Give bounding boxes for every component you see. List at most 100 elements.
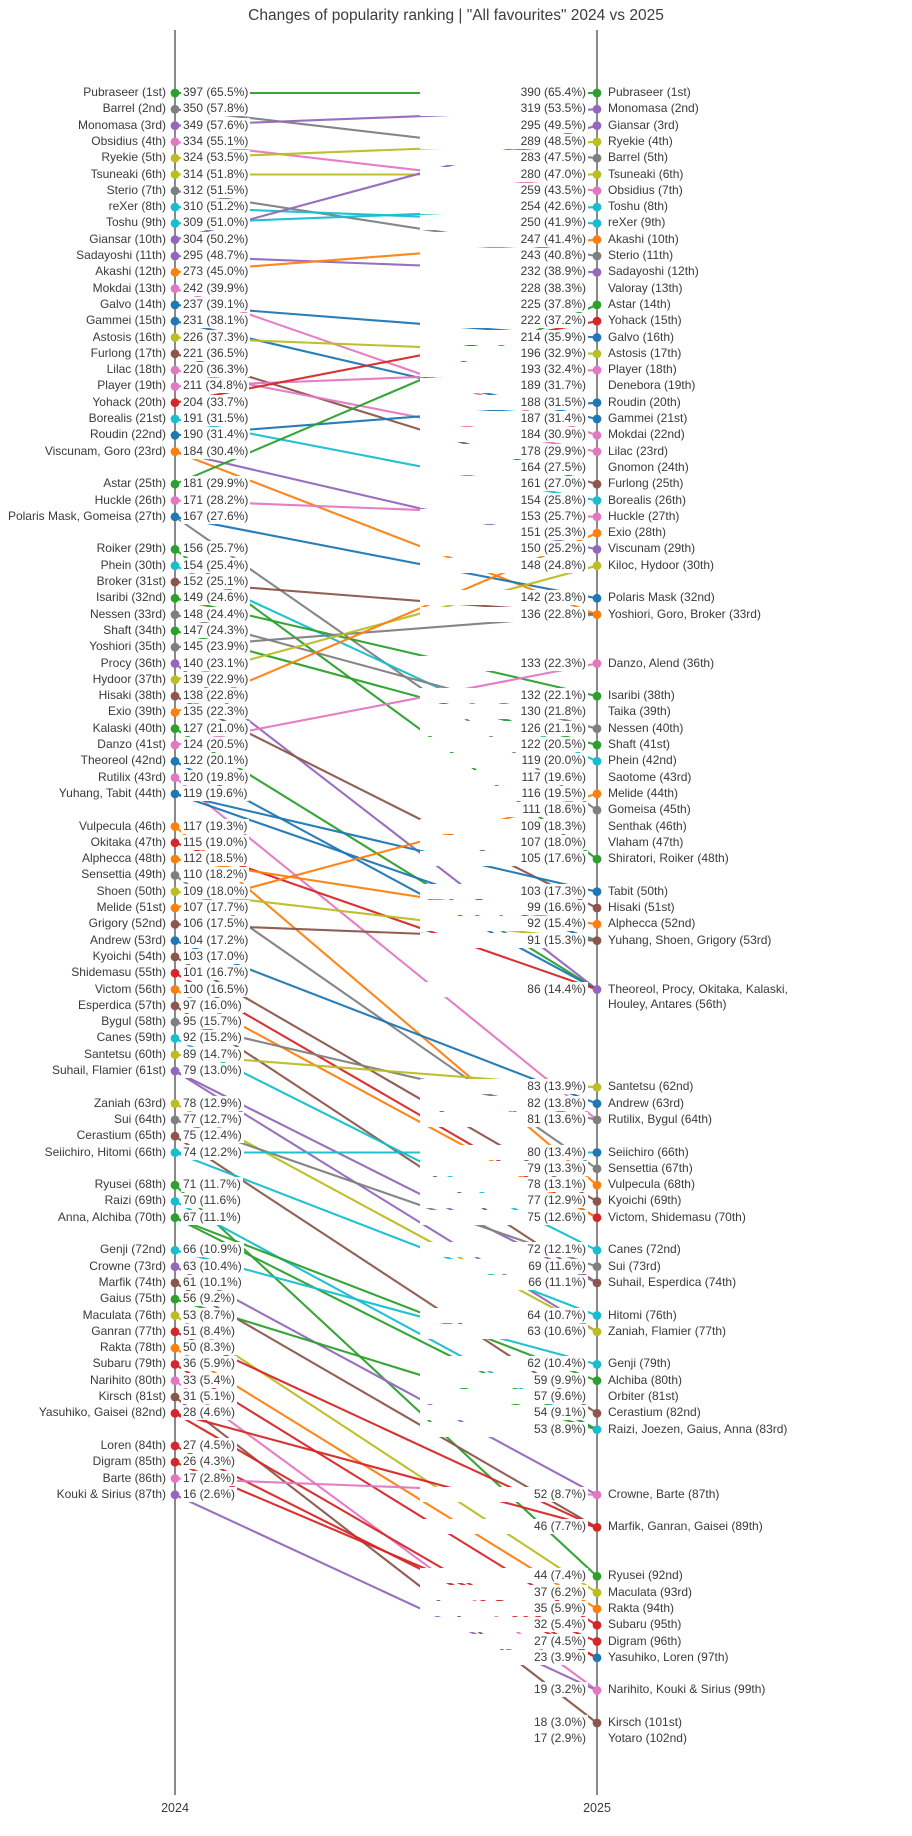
right-name-label: Shiratori, Roiker (48th)	[606, 851, 796, 867]
right-name-label: Tabit (50th)	[606, 883, 796, 899]
left-dot	[170, 1294, 180, 1304]
right-value-label: 79 (13.3%)	[420, 1160, 588, 1176]
left-name-label: Crowne (73rd)	[0, 1258, 168, 1274]
right-dot	[592, 561, 602, 571]
right-value-label: 259 (43.5%)	[420, 182, 588, 198]
left-dot	[170, 968, 180, 978]
right-value-label: 283 (47.5%)	[420, 150, 588, 166]
left-dot	[170, 1180, 180, 1190]
left-name-label: Loren (84th)	[0, 1437, 168, 1453]
right-dot	[592, 1082, 602, 1092]
right-value-label: 27 (4.5%)	[420, 1633, 588, 1649]
left-value-label: 75 (12.4%)	[181, 1128, 244, 1144]
right-value-label: 319 (53.5%)	[420, 101, 588, 117]
left-dot	[170, 919, 180, 929]
left-value-label: 204 (33.7%)	[181, 394, 251, 410]
right-dot	[592, 170, 602, 179]
left-dot	[170, 789, 180, 799]
left-name-label: Theoreol (42nd)	[0, 753, 168, 769]
left-name-label: Yuhang, Tabit (44th)	[0, 785, 168, 801]
right-dot	[592, 1588, 602, 1597]
left-dot	[170, 1034, 180, 1043]
left-name-label: Kyoichi (54th)	[0, 948, 168, 964]
left-value-label: 92 (15.2%)	[181, 1030, 244, 1046]
right-value-label: 153 (25.7%)	[420, 508, 588, 524]
right-value-label: 35 (5.9%)	[420, 1600, 588, 1616]
left-name-label: Obsidius (4th)	[0, 133, 168, 149]
right-value-label: 222 (37.2%)	[420, 313, 588, 329]
left-value-label: 17 (2.8%)	[181, 1470, 238, 1486]
left-name-label: Phein (30th)	[0, 557, 168, 573]
right-name-label: Melide (44th)	[606, 785, 796, 801]
right-name-label: Viscunam (29th)	[606, 541, 796, 557]
right-value-label: 117 (19.6%)	[420, 769, 588, 785]
left-name-label: Raizi (69th)	[0, 1193, 168, 1209]
left-value-label: 74 (12.2%)	[181, 1144, 244, 1160]
left-dot	[170, 1490, 180, 1500]
left-value-label: 117 (19.3%)	[181, 818, 250, 834]
slope-line	[174, 108, 598, 160]
left-name-label: Suhail, Flamier (61st)	[0, 1063, 168, 1078]
right-name-label: Raizi, Joezen, Gaius, Anna (83rd)	[606, 1421, 796, 1437]
left-value-label: 110 (18.2%)	[181, 867, 250, 883]
left-name-label: Kalaski (40th)	[0, 720, 168, 736]
right-dot	[592, 1523, 602, 1532]
left-name-label: Lilac (18th)	[0, 362, 168, 378]
right-dot	[592, 903, 602, 913]
right-dot	[592, 333, 602, 342]
chart-title: Changes of popularity ranking | "All fav…	[248, 7, 664, 24]
left-dot	[170, 1050, 180, 1060]
right-dot	[592, 659, 602, 668]
left-value-label: 53 (8.7%)	[181, 1307, 238, 1323]
left-value-label: 231 (38.1%)	[181, 313, 251, 329]
left-dot	[170, 284, 180, 293]
right-value-label: 142 (23.8%)	[420, 590, 588, 606]
left-name-label: Ryusei (68th)	[0, 1177, 168, 1193]
left-value-label: 309 (51.0%)	[181, 215, 251, 231]
left-name-label: Subaru (79th)	[0, 1356, 168, 1372]
right-value-label: 193 (32.4%)	[420, 362, 588, 378]
slope-line	[174, 1265, 598, 1496]
left-value-label: 171 (28.2%)	[181, 492, 251, 508]
left-value-label: 295 (48.7%)	[181, 248, 251, 263]
left-name-label: Seiichiro, Hitomi (66th)	[0, 1144, 168, 1160]
left-value-label: 71 (11.7%)	[181, 1177, 243, 1193]
right-value-label: 77 (12.9%)	[420, 1193, 588, 1209]
left-dot	[170, 773, 180, 782]
right-name-label: Ryusei (92nd)	[606, 1568, 796, 1584]
left-value-label: 27 (4.5%)	[181, 1437, 238, 1453]
left-dot	[170, 626, 180, 636]
left-dot	[170, 1360, 180, 1369]
left-name-label: Rutilix (43rd)	[0, 769, 168, 785]
left-value-label: 149 (24.6%)	[181, 590, 251, 606]
right-value-label: 161 (27.0%)	[420, 476, 588, 492]
left-dot	[170, 447, 180, 456]
right-name-label: Hitomi (76th)	[606, 1307, 796, 1323]
left-dot	[170, 561, 180, 571]
left-dot	[170, 1197, 180, 1206]
left-name-label: Shaft (34th)	[0, 622, 168, 638]
left-value-label: 77 (12.7%)	[181, 1111, 244, 1127]
left-name-label: Marfik (74th)	[0, 1274, 168, 1290]
right-value-label: 46 (7.7%)	[420, 1519, 588, 1535]
right-value-label: 132 (22.1%)	[420, 688, 588, 704]
right-value-label: 92 (15.4%)	[420, 916, 588, 932]
right-dot	[592, 1180, 602, 1190]
left-name-label: Viscunam, Goro (23rd)	[0, 443, 168, 459]
right-dot	[592, 349, 602, 359]
right-name-label: Crowne, Barte (87th)	[606, 1486, 796, 1502]
right-dot	[592, 528, 602, 538]
left-name-label: Vulpecula (46th)	[0, 818, 168, 834]
right-value-label: 62 (10.4%)	[420, 1356, 588, 1372]
left-name-label: Kirsch (81st)	[0, 1389, 168, 1404]
right-value-label: 64 (10.7%)	[420, 1307, 588, 1323]
left-dot	[170, 1017, 180, 1027]
right-dot	[592, 121, 602, 130]
right-dot	[592, 887, 602, 897]
left-value-label: 167 (27.6%)	[181, 508, 251, 524]
right-value-label: 151 (25.3%)	[420, 525, 588, 541]
left-name-label: Procy (36th)	[0, 655, 168, 671]
right-name-label: Saotome (43rd)	[606, 769, 796, 785]
right-name-label: Obsidius (7th)	[606, 182, 796, 198]
left-dot	[170, 430, 180, 440]
